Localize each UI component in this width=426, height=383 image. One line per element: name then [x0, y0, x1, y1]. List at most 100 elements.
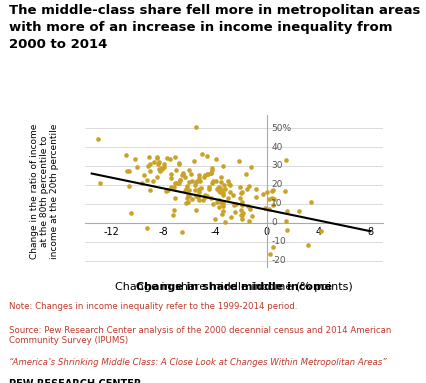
Point [192, 187, 199, 193]
Point [197, 185, 204, 191]
Point [204, 153, 210, 159]
Point [219, 211, 225, 217]
Point [212, 178, 219, 185]
Text: Change in share middle income: Change in share middle income [136, 282, 332, 292]
Point [195, 172, 202, 178]
Point [146, 154, 153, 160]
Point [184, 195, 190, 201]
Text: Change in share middle income (% points): Change in share middle income (% points) [115, 282, 353, 292]
Point [217, 179, 224, 185]
Point [144, 162, 151, 169]
Point [217, 174, 224, 180]
Text: 10: 10 [271, 199, 283, 208]
Point [153, 155, 160, 162]
Point [237, 212, 244, 218]
Text: Note: Changes in income inequality refer to the 1999-2014 period.: Note: Changes in income inequality refer… [9, 302, 297, 311]
Point [161, 164, 168, 170]
Point [245, 218, 252, 224]
Point [208, 170, 215, 176]
Text: The middle-class share fell more in metropolitan areas
with more of an increase : The middle-class share fell more in metr… [9, 4, 420, 51]
Point [196, 175, 202, 181]
Point [219, 203, 226, 209]
Point [200, 174, 207, 180]
Point [259, 191, 266, 197]
Point [245, 183, 252, 189]
Point [172, 195, 178, 201]
Point [159, 166, 166, 172]
Point [150, 159, 157, 165]
Point [176, 180, 182, 186]
Point [248, 164, 255, 170]
Point [204, 193, 211, 199]
Point [123, 152, 130, 158]
Point [217, 199, 224, 205]
Point [180, 171, 187, 177]
Point [199, 197, 206, 203]
Point [227, 182, 233, 188]
Point [125, 168, 132, 174]
Point [171, 180, 178, 187]
Point [239, 210, 246, 216]
Point [219, 200, 225, 206]
Point [204, 172, 210, 178]
Point [193, 206, 199, 213]
Point [268, 195, 275, 201]
Point [96, 180, 103, 186]
Point [216, 184, 222, 190]
Point [177, 177, 184, 183]
Point [155, 166, 162, 172]
Point [164, 187, 171, 193]
Text: -20: -20 [271, 256, 286, 265]
Point [176, 160, 183, 166]
Point [221, 182, 227, 188]
Point [195, 186, 202, 192]
Point [215, 185, 222, 191]
Point [133, 164, 140, 170]
Point [209, 180, 216, 186]
Point [175, 161, 182, 167]
Point [265, 206, 272, 212]
Point [187, 171, 194, 177]
Point [181, 188, 188, 194]
Point [186, 167, 193, 173]
Point [124, 168, 130, 174]
Point [196, 197, 203, 203]
Point [207, 195, 214, 201]
Point [170, 207, 177, 213]
Point [132, 156, 138, 162]
Point [236, 184, 243, 190]
Point [167, 175, 174, 181]
Point [147, 161, 154, 167]
Text: Source: Pew Research Center analysis of the 2000 decennial census and 2014 Ameri: Source: Pew Research Center analysis of … [9, 326, 391, 345]
Point [263, 189, 270, 195]
Point [232, 201, 239, 207]
Point [170, 212, 177, 218]
Point [193, 193, 199, 199]
Point [178, 172, 185, 178]
Text: PEW RESEARCH CENTER: PEW RESEARCH CENTER [9, 378, 141, 383]
Point [126, 183, 132, 190]
Point [202, 172, 209, 178]
Point [164, 155, 171, 161]
Point [270, 244, 276, 250]
Point [217, 186, 224, 192]
Point [167, 155, 174, 162]
Point [184, 199, 191, 205]
Text: 50%: 50% [271, 124, 291, 133]
Point [146, 168, 153, 174]
Point [225, 178, 231, 184]
Point [243, 171, 250, 177]
Point [147, 187, 153, 193]
Point [244, 186, 250, 192]
Point [226, 189, 233, 195]
Text: 0: 0 [271, 218, 277, 227]
Point [271, 195, 277, 201]
Point [163, 188, 170, 194]
Point [127, 210, 134, 216]
Text: -10: -10 [271, 237, 286, 246]
Point [218, 187, 225, 193]
Point [227, 214, 234, 220]
Text: Change in the ratio of income
at the 80th percentile to
income at the 20th perce: Change in the ratio of income at the 80t… [30, 124, 59, 259]
Point [204, 171, 211, 177]
Point [222, 219, 228, 226]
